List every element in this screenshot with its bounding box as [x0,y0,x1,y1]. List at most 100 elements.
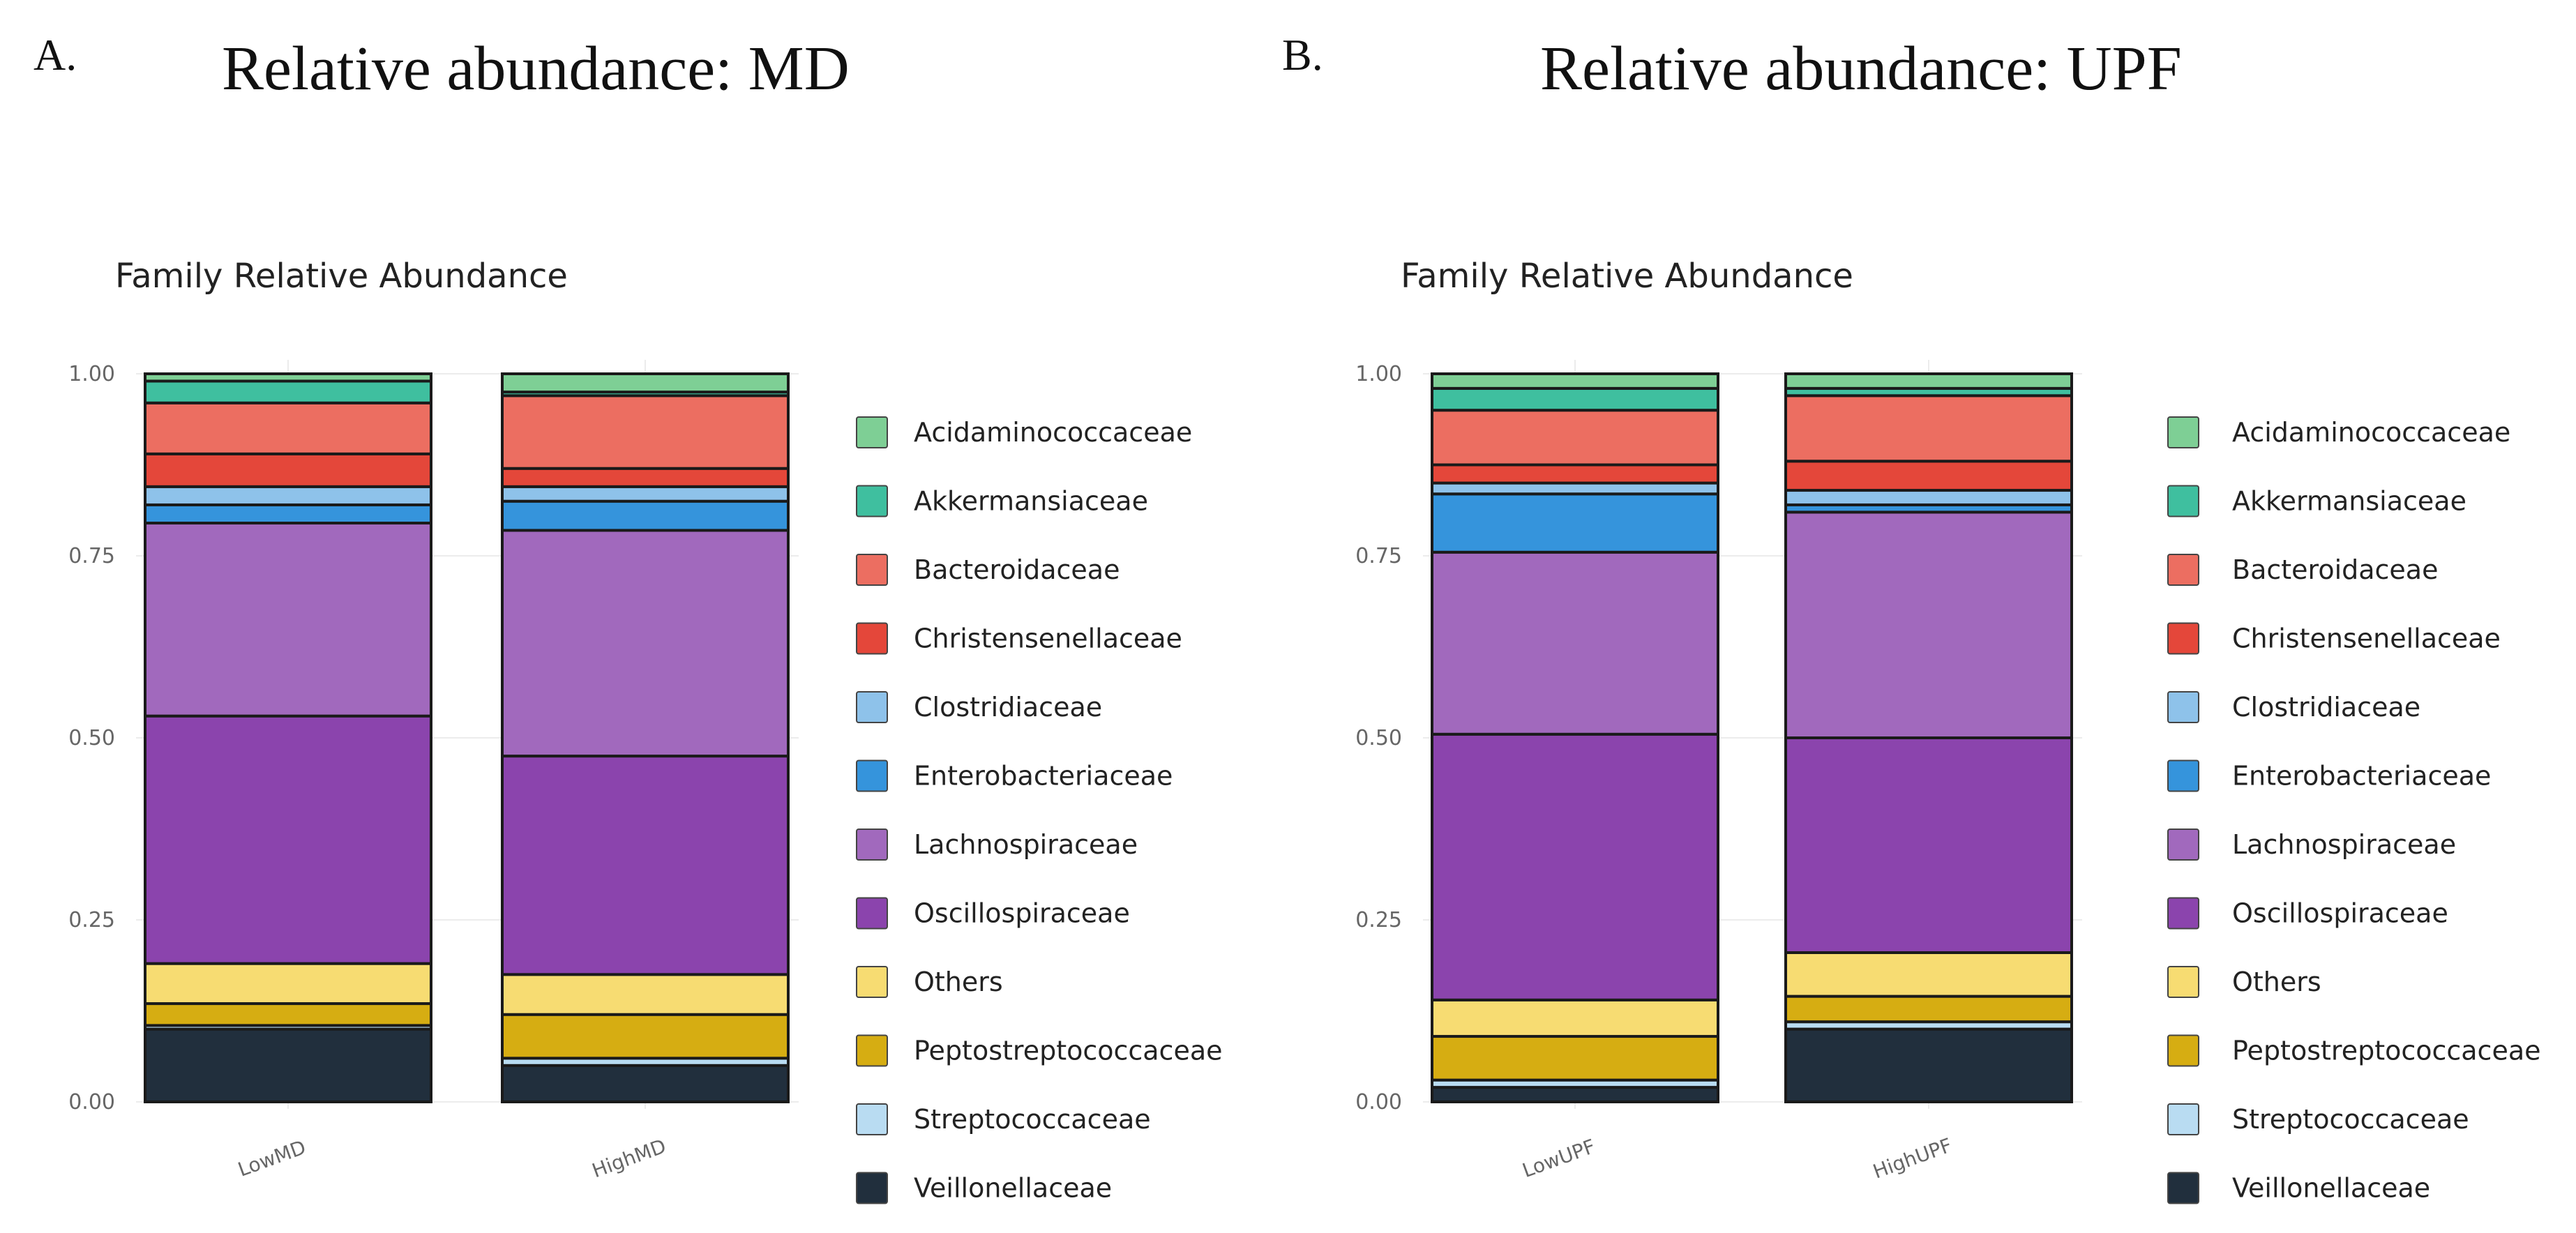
bar-segment-highupf-veillonellaceae [1784,1027,2073,1103]
bar-segment-lowupf-lachnospiraceae [1431,550,1719,736]
legend-label-peptostreptococcaceae: Peptostreptococcaceae [2232,1036,2541,1066]
bar-segment-lowupf-peptostreptococcaceae [1431,1035,1719,1082]
legend-key-others [856,966,888,998]
panel-a-letter: A. [33,30,77,80]
legend-key-clostridiaceae [856,691,888,723]
legend-key-acidaminococcaceae [2167,416,2199,448]
bar-segment-lowmd-akkermansiaceae [144,379,432,404]
bar-segment-highmd-oscillospiraceae [501,755,790,976]
legend-label-others: Others [914,967,1003,997]
legend-key-enterobacteriaceae [856,759,888,792]
legend-key-christensenellaceae [2167,622,2199,655]
chart-upf: Family Relative Abundance 0.00 0.25 0.50 0.… [1355,257,2541,1204]
bar-segment-highmd-peptostreptococcaceae [501,1013,790,1060]
legend-key-lachnospiraceae [856,829,888,861]
legend-label-clostridiaceae: Clostridiaceae [914,692,1102,723]
bar-segment-lowupf-enterobacteriaceae [1431,492,1719,554]
y-tick-label: 1.00 [68,362,115,386]
legend-label-lachnospiraceae: Lachnospiraceae [914,829,1138,860]
panel-a-title: Relative abundance: MD [222,34,850,103]
legend-label-akkermansiaceae: Akkermansiaceae [914,486,1148,517]
legend-key-akkermansiaceae [2167,485,2199,517]
y-tick-label: 0.75 [1355,544,1402,568]
bar-segment-lowmd-veillonellaceae [144,1027,432,1103]
bar-segment-highupf-clostridiaceae [1784,489,2073,506]
bar-segment-highmd-enterobacteriaceae [501,499,790,532]
legend-key-peptostreptococcaceae [856,1034,888,1067]
bar-segment-lowupf-veillonellaceae [1431,1086,1719,1103]
y-tick-label: 0.50 [68,726,115,750]
y-tick-label: 0.50 [1355,726,1402,750]
bar-segment-highmd-others [501,973,790,1016]
legend-label-veillonellaceae: Veillonellaceae [914,1173,1112,1204]
chart-md: Family Relative Abundance 0.00 0.25 0.50 0.… [68,257,1223,1204]
bar-segment-highmd-lachnospiraceae [501,529,790,758]
legend-key-streptococcaceae [856,1103,888,1135]
x-tick-label-lowupf: LowUPF [1519,1135,1598,1182]
bar-segment-highmd-veillonellaceae [501,1064,790,1104]
legend-key-peptostreptococcaceae [2167,1034,2199,1067]
bar-segment-lowupf-clostridiaceae [1431,481,1719,496]
y-tick-label: 0.75 [68,544,115,568]
bar-segment-highmd-clostridiaceae [501,485,790,503]
legend-label-others: Others [2232,967,2321,997]
legend-label-lachnospiraceae: Lachnospiraceae [2232,829,2456,860]
legend-label-oscillospiraceae: Oscillospiraceae [914,898,1130,929]
bar-segment-highupf-bacteroidaceae [1784,394,2073,463]
x-tick-label-highupf: HighUPF [1870,1133,1955,1183]
x-tick-label-lowmd: LowMD [235,1135,309,1181]
legend-label-peptostreptococcaceae: Peptostreptococcaceae [914,1036,1223,1066]
y-tick-label: 0.00 [68,1090,115,1114]
bar-segment-lowupf-others [1431,998,1719,1038]
legend-label-acidaminococcaceae: Acidaminococcaceae [914,417,1192,448]
y-tick-label: 0.25 [68,908,115,932]
legend-label-clostridiaceae: Clostridiaceae [2232,692,2420,723]
legend-label-acidaminococcaceae: Acidaminococcaceae [2232,417,2510,448]
legend-key-others [2167,966,2199,998]
y-tick-label: 0.00 [1355,1090,1402,1114]
bar-segment-lowupf-akkermansiaceae [1431,386,1719,412]
bar-segment-highupf-others [1784,951,2073,998]
legend-label-bacteroidaceae: Bacteroidaceae [914,554,1120,585]
legend-key-akkermansiaceae [856,485,888,517]
bar-segment-highmd-bacteroidaceae [501,394,790,470]
bar-segment-lowmd-christensenellaceae [144,452,432,488]
bar-segment-highupf-acidaminococcaceae [1784,372,2073,390]
bar-segment-highmd-christensenellaceae [501,467,790,488]
bar-segment-lowmd-enterobacteriaceae [144,503,432,525]
bar-segment-highupf-lachnospiraceae [1784,510,2073,739]
legend-label-christensenellaceae: Christensenellaceae [2232,623,2501,654]
bar-segment-lowmd-lachnospiraceae [144,522,432,718]
legend-key-christensenellaceae [856,622,888,655]
panel-b-title: Relative abundance: UPF [1540,34,2182,103]
legend-key-veillonellaceae [856,1172,888,1204]
bar-segment-lowmd-peptostreptococcaceae [144,1002,432,1027]
bar-segment-highmd-acidaminococcaceae [501,372,790,394]
legend-key-lachnospiraceae [2167,829,2199,861]
legend-key-enterobacteriaceae [2167,759,2199,792]
legend-label-streptococcaceae: Streptococcaceae [914,1104,1151,1135]
legend-key-veillonellaceae [2167,1172,2199,1204]
legend-key-oscillospiraceae [856,897,888,930]
legend-key-bacteroidaceae [856,554,888,586]
legend-key-oscillospiraceae [2167,897,2199,930]
bar-segment-highupf-christensenellaceae [1784,460,2073,492]
legend-key-bacteroidaceae [2167,554,2199,586]
bar-segment-lowmd-others [144,962,432,1006]
x-tick-label-highmd: HighMD [589,1135,669,1183]
bar-segment-lowupf-oscillospiraceae [1431,732,1719,1001]
bar-segment-lowmd-clostridiaceae [144,485,432,506]
legend-label-enterobacteriaceae: Enterobacteriaceae [2232,761,2491,792]
legend-label-enterobacteriaceae: Enterobacteriaceae [914,761,1173,792]
legend-key-clostridiaceae [2167,691,2199,723]
panel-b-letter: B. [1282,30,1323,80]
bar-segment-lowupf-christensenellaceae [1431,463,1719,485]
y-tick-label: 1.00 [1355,362,1402,386]
bar-segment-highupf-peptostreptococcaceae [1784,994,2073,1024]
bar-segment-lowupf-bacteroidaceae [1431,409,1719,467]
chart-upf-title: Family Relative Abundance [1401,257,1853,296]
bar-segment-lowmd-acidaminococcaceae [144,372,432,383]
legend-label-bacteroidaceae: Bacteroidaceae [2232,554,2438,585]
bar-segment-lowupf-acidaminococcaceae [1431,372,1719,390]
